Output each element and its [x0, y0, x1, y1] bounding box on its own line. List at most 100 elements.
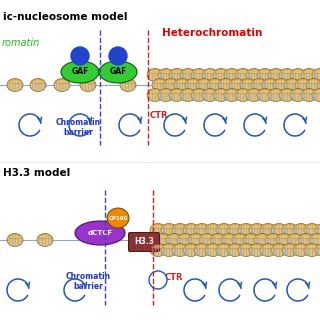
- Ellipse shape: [224, 89, 240, 101]
- Ellipse shape: [216, 244, 232, 257]
- Text: Chromatin
barrier: Chromatin barrier: [55, 118, 100, 137]
- Ellipse shape: [227, 244, 243, 257]
- Ellipse shape: [7, 234, 23, 246]
- Text: ic-nucleosome model: ic-nucleosome model: [3, 12, 127, 22]
- Ellipse shape: [247, 70, 261, 74]
- Ellipse shape: [299, 235, 313, 239]
- Ellipse shape: [316, 245, 320, 249]
- Ellipse shape: [155, 234, 171, 246]
- Ellipse shape: [205, 223, 221, 236]
- Ellipse shape: [293, 244, 309, 257]
- Ellipse shape: [181, 90, 195, 94]
- Ellipse shape: [211, 235, 225, 239]
- Ellipse shape: [225, 90, 239, 94]
- Ellipse shape: [282, 223, 298, 236]
- Ellipse shape: [266, 235, 280, 239]
- Ellipse shape: [181, 70, 195, 74]
- Ellipse shape: [206, 245, 220, 249]
- Ellipse shape: [273, 78, 289, 92]
- Ellipse shape: [280, 90, 294, 94]
- Ellipse shape: [148, 70, 162, 74]
- Ellipse shape: [138, 235, 152, 239]
- Ellipse shape: [282, 244, 298, 257]
- Ellipse shape: [305, 245, 319, 249]
- Ellipse shape: [156, 235, 170, 239]
- Ellipse shape: [236, 90, 250, 94]
- Ellipse shape: [291, 90, 305, 94]
- Ellipse shape: [180, 68, 196, 82]
- Ellipse shape: [55, 80, 69, 84]
- Ellipse shape: [298, 234, 314, 246]
- Ellipse shape: [255, 235, 269, 239]
- Text: CTR: CTR: [150, 110, 169, 119]
- Circle shape: [149, 271, 167, 289]
- Ellipse shape: [305, 225, 319, 229]
- Ellipse shape: [291, 70, 305, 74]
- Ellipse shape: [170, 90, 184, 94]
- Ellipse shape: [235, 89, 251, 101]
- Ellipse shape: [272, 245, 286, 249]
- Ellipse shape: [194, 244, 210, 257]
- Ellipse shape: [261, 245, 275, 249]
- Ellipse shape: [294, 245, 308, 249]
- Ellipse shape: [206, 225, 220, 229]
- Ellipse shape: [186, 80, 200, 84]
- Ellipse shape: [315, 244, 320, 257]
- Ellipse shape: [258, 90, 272, 94]
- Ellipse shape: [274, 80, 288, 84]
- Ellipse shape: [232, 234, 248, 246]
- Text: H3.3: H3.3: [134, 237, 154, 246]
- Ellipse shape: [75, 221, 125, 245]
- Ellipse shape: [293, 223, 309, 236]
- Ellipse shape: [263, 80, 277, 84]
- Ellipse shape: [173, 225, 187, 229]
- Ellipse shape: [265, 234, 281, 246]
- Ellipse shape: [313, 90, 320, 94]
- Ellipse shape: [279, 89, 295, 101]
- Ellipse shape: [184, 245, 198, 249]
- Ellipse shape: [54, 78, 70, 92]
- Ellipse shape: [287, 234, 303, 246]
- Circle shape: [71, 47, 89, 65]
- Ellipse shape: [183, 244, 199, 257]
- Ellipse shape: [37, 234, 53, 246]
- Ellipse shape: [194, 223, 210, 236]
- Ellipse shape: [195, 225, 209, 229]
- Ellipse shape: [304, 244, 320, 257]
- Ellipse shape: [8, 235, 22, 239]
- Ellipse shape: [170, 70, 184, 74]
- Ellipse shape: [219, 80, 233, 84]
- Ellipse shape: [188, 234, 204, 246]
- Ellipse shape: [262, 78, 278, 92]
- Ellipse shape: [252, 80, 266, 84]
- Ellipse shape: [224, 68, 240, 82]
- Ellipse shape: [318, 80, 320, 84]
- Ellipse shape: [166, 234, 182, 246]
- Ellipse shape: [203, 70, 217, 74]
- Ellipse shape: [241, 80, 255, 84]
- Ellipse shape: [257, 89, 273, 101]
- Ellipse shape: [307, 80, 320, 84]
- Ellipse shape: [246, 89, 262, 101]
- Ellipse shape: [183, 223, 199, 236]
- Ellipse shape: [243, 234, 259, 246]
- Ellipse shape: [31, 80, 45, 84]
- Ellipse shape: [195, 245, 209, 249]
- Ellipse shape: [177, 234, 193, 246]
- Ellipse shape: [208, 80, 222, 84]
- Text: CP190: CP190: [108, 215, 128, 220]
- Ellipse shape: [205, 244, 221, 257]
- Ellipse shape: [235, 68, 251, 82]
- Ellipse shape: [268, 68, 284, 82]
- Ellipse shape: [247, 90, 261, 94]
- Ellipse shape: [150, 223, 166, 236]
- Ellipse shape: [268, 89, 284, 101]
- Ellipse shape: [213, 68, 229, 82]
- Ellipse shape: [151, 245, 165, 249]
- Ellipse shape: [159, 90, 173, 94]
- Ellipse shape: [147, 89, 163, 101]
- Ellipse shape: [239, 245, 253, 249]
- Ellipse shape: [30, 78, 46, 92]
- Ellipse shape: [192, 90, 206, 94]
- Ellipse shape: [213, 89, 229, 101]
